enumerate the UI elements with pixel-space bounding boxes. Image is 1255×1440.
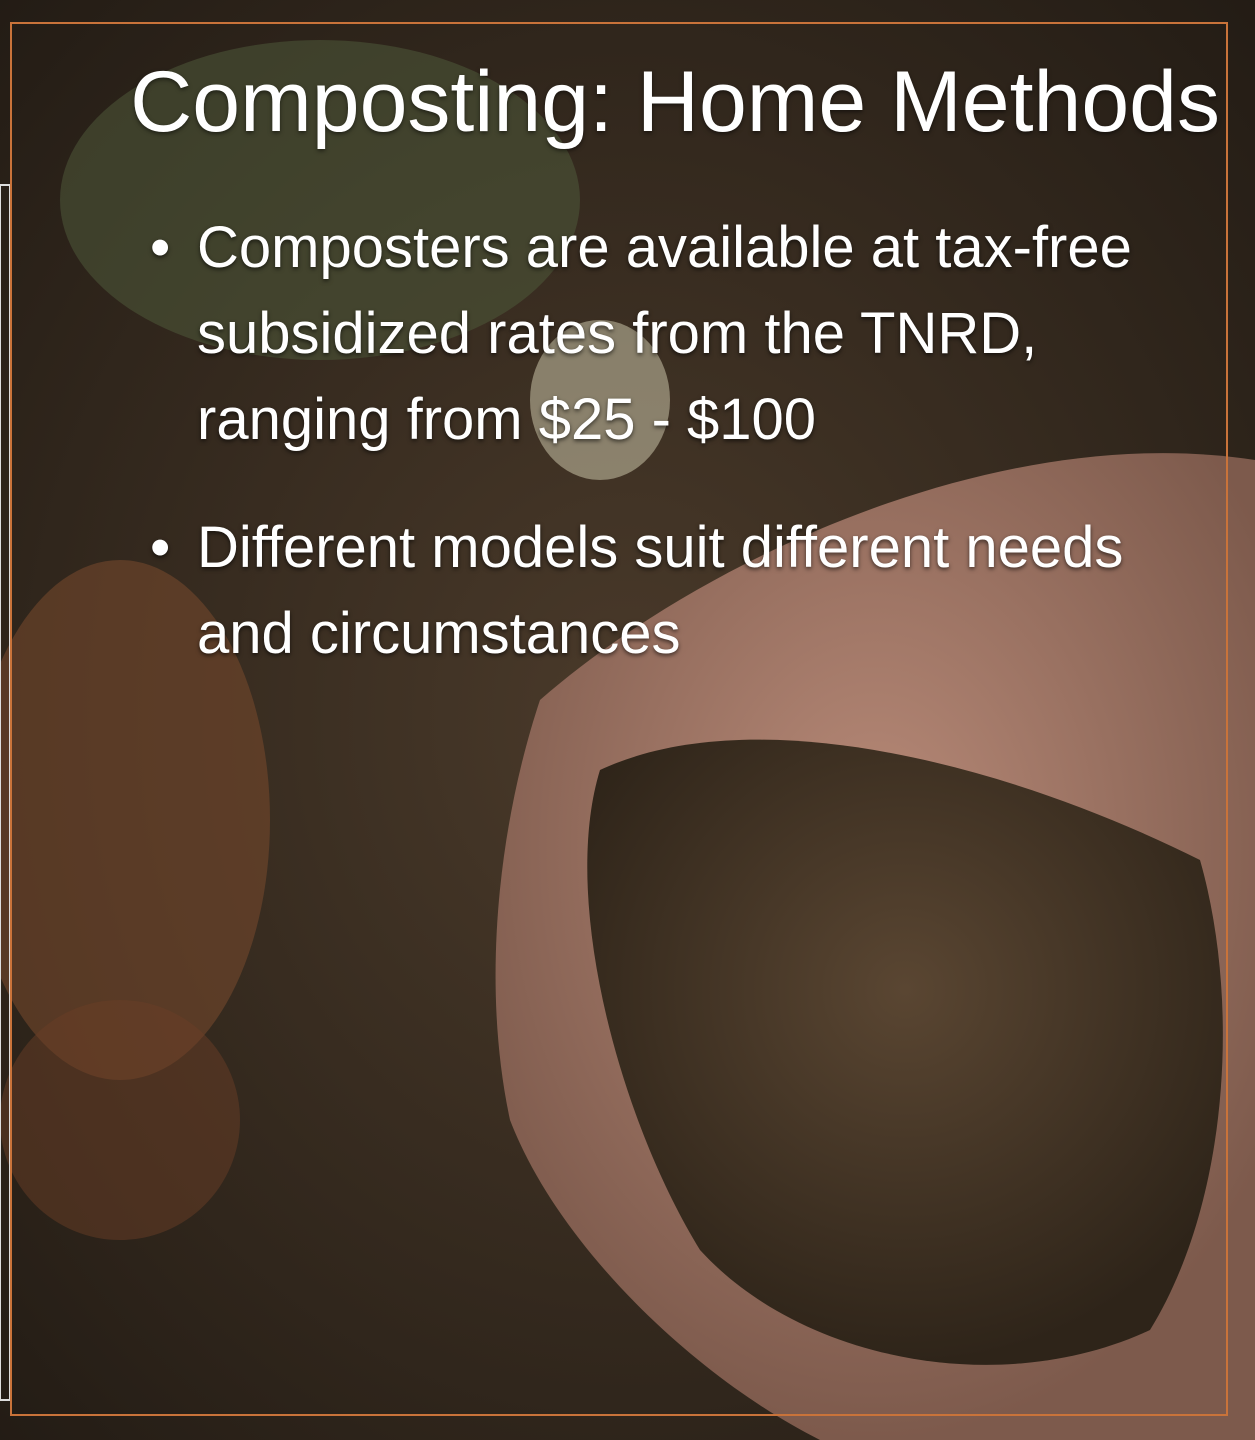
- bullet: Composters are available at tax-free sub…: [150, 205, 1160, 463]
- slide-title: Composting: Home Methods: [0, 52, 1220, 152]
- bullet: Different models suit different needs an…: [150, 505, 1160, 677]
- bullet-list: Composters are available at tax-free sub…: [150, 205, 1160, 719]
- slide: Composting: Home Methods Composters are …: [0, 0, 1255, 1440]
